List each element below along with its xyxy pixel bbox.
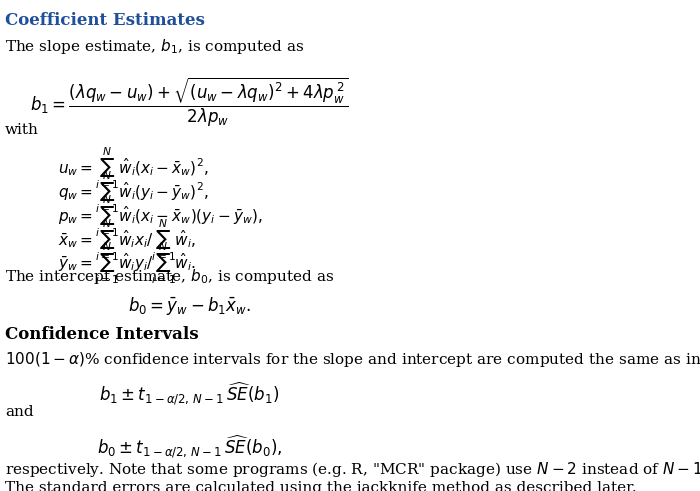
Text: Coefficient Estimates: Coefficient Estimates — [5, 12, 205, 28]
Text: The intercept estimate, $b_0$, is computed as: The intercept estimate, $b_0$, is comput… — [5, 268, 335, 286]
Text: $b_0 \pm t_{1-\alpha/2,\,N-1}\,\widehat{SE}(b_0),$: $b_0 \pm t_{1-\alpha/2,\,N-1}\,\widehat{… — [97, 433, 282, 460]
Text: and: and — [5, 405, 34, 419]
Text: $100(1-\alpha)$% confidence intervals for the slope and intercept are computed t: $100(1-\alpha)$% confidence intervals fo… — [5, 350, 700, 369]
Text: $b_1 = \dfrac{(\lambda q_w - u_w) + \sqrt{(u_w - \lambda q_w)^2 + 4\lambda p_w^{: $b_1 = \dfrac{(\lambda q_w - u_w) + \sqr… — [30, 76, 349, 129]
Text: $\bar{x}_w = \sum_{i=1}^{N} \hat{w}_i x_i / \sum_{i=1}^{N} \hat{w}_i,$: $\bar{x}_w = \sum_{i=1}^{N} \hat{w}_i x_… — [58, 217, 196, 263]
Text: The standard errors are calculated using the jackknife method as described later: The standard errors are calculated using… — [5, 481, 637, 491]
Text: respectively. Note that some programs (e.g. R, "MCR" package) use $N-2$ instead : respectively. Note that some programs (e… — [5, 460, 700, 479]
Text: $u_w = \sum_{i=1}^{N} \hat{w}_i(x_i - \bar{x}_w)^2,$: $u_w = \sum_{i=1}^{N} \hat{w}_i(x_i - \b… — [58, 146, 209, 191]
Text: The slope estimate, $b_1$, is computed as: The slope estimate, $b_1$, is computed a… — [5, 37, 304, 56]
Text: Confidence Intervals: Confidence Intervals — [5, 326, 199, 343]
Text: $b_1 \pm t_{1-\alpha/2,\,N-1}\,\widehat{SE}(b_1)$: $b_1 \pm t_{1-\alpha/2,\,N-1}\,\widehat{… — [99, 381, 279, 407]
Text: $\bar{y}_w = \sum_{i=1}^{N} \hat{w}_i y_i / \sum_{i=1}^{N} \hat{w}_i.$: $\bar{y}_w = \sum_{i=1}^{N} \hat{w}_i y_… — [58, 241, 196, 286]
Text: $q_w = \sum_{i=1}^{N} \hat{w}_i(y_i - \bar{y}_w)^2,$: $q_w = \sum_{i=1}^{N} \hat{w}_i(y_i - \b… — [58, 169, 209, 215]
Text: $p_w = \sum_{i=1}^{N} \hat{w}_i(x_i - \bar{x}_w)(y_i - \bar{y}_w),$: $p_w = \sum_{i=1}^{N} \hat{w}_i(x_i - \b… — [58, 193, 262, 239]
Text: $b_0 = \bar{y}_w - b_1\bar{x}_w.$: $b_0 = \bar{y}_w - b_1\bar{x}_w.$ — [128, 295, 251, 317]
Text: with: with — [5, 123, 39, 137]
